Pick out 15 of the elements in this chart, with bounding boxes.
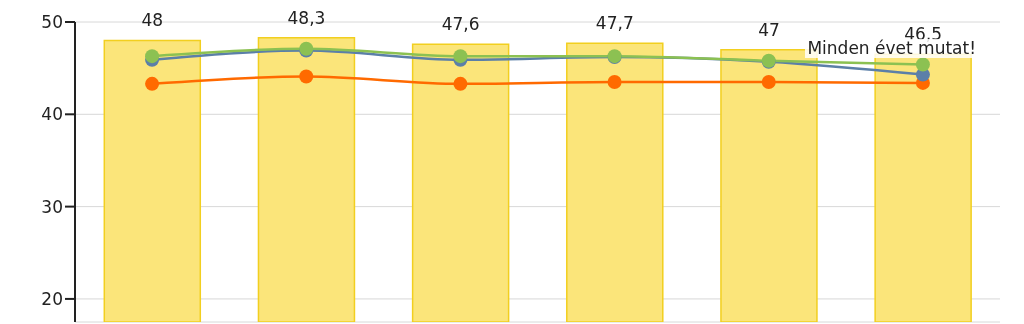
data-label: 47 [758,19,780,40]
data-label: 47,7 [595,13,634,34]
y-tick-label: 40 [41,104,63,125]
point [453,76,468,91]
data-label: 48 [141,10,164,31]
y-tick-label: 30 [41,196,63,217]
point [299,69,314,84]
point [761,75,776,89]
point [607,75,622,89]
y-tick-label: 50 [41,12,63,33]
data-label: 47,6 [441,14,480,35]
data-label: 48,3 [287,7,326,28]
point [915,57,930,72]
point [145,76,160,91]
y-tick-label: 20 [41,288,63,309]
